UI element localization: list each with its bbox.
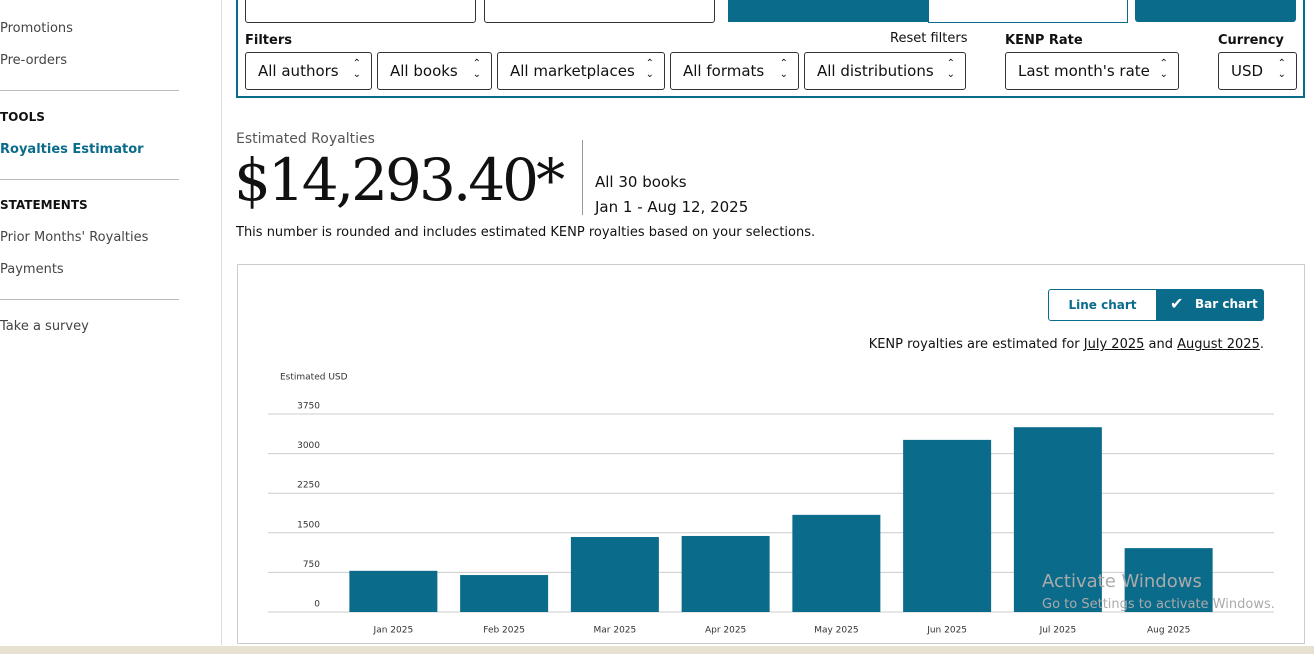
bar: [460, 575, 549, 612]
text: and: [1148, 337, 1173, 352]
section-title: STATEMENTS: [0, 198, 88, 212]
x-tick-label: Apr 2025: [705, 626, 746, 636]
watermark-text: Go to Settings to activate Windows.: [1042, 597, 1275, 612]
button[interactable]: [928, 0, 1128, 23]
chart-panel: [237, 264, 1305, 644]
summary-range: Jan 1 - Aug 12, 2025: [595, 198, 749, 216]
summary-amount: $14,293.40*: [234, 146, 565, 214]
x-tick-label: Jan 2025: [373, 626, 414, 636]
currency-label: Currency: [1218, 33, 1284, 48]
button[interactable]: [1135, 0, 1296, 22]
y-tick-label: 0: [314, 600, 320, 610]
button[interactable]: [728, 0, 928, 22]
reset-filters[interactable]: Reset filters: [890, 31, 968, 46]
dropdown[interactable]: All marketplaces: [497, 52, 665, 90]
y-tick-label: 2250: [297, 481, 320, 491]
watermark-title: Activate Windows: [1042, 571, 1202, 592]
link[interactable]: July 2025: [1083, 337, 1145, 352]
y-tick-label: 3750: [297, 402, 320, 412]
y-tick-label: 1500: [297, 520, 320, 530]
x-tick-label: Jul 2025: [1039, 626, 1077, 636]
text: .: [1259, 337, 1264, 352]
y-tick-label: 750: [303, 560, 320, 570]
dropdown[interactable]: All distributions: [804, 52, 966, 90]
taskbar: [0, 646, 1314, 654]
input[interactable]: [484, 0, 715, 23]
section-title: TOOLS: [0, 110, 45, 124]
kenp-note: KENP royalties are estimated for July 20…: [869, 337, 1264, 352]
divider: [0, 299, 179, 300]
nav-link[interactable]: Payments: [0, 262, 64, 277]
y-tick-label: 3000: [297, 441, 320, 451]
bar: [1013, 427, 1102, 612]
check-icon: ✔: [1170, 294, 1184, 313]
x-tick-label: May 2025: [814, 626, 858, 636]
dropdown[interactable]: USD: [1218, 52, 1297, 90]
x-tick-label: Jun 2025: [926, 626, 967, 636]
bar-chart-button[interactable]: ✔ Bar chart: [1156, 289, 1264, 321]
bar: [1124, 548, 1213, 612]
separator: [582, 140, 583, 215]
dropdown[interactable]: All authors: [245, 52, 372, 90]
summary-books: All 30 books: [595, 173, 687, 191]
bar: [792, 514, 881, 612]
x-tick-label: Aug 2025: [1147, 626, 1190, 636]
y-axis-label: Estimated USD: [280, 373, 348, 383]
divider: [0, 90, 179, 91]
x-tick-label: Feb 2025: [483, 626, 525, 636]
summary-label: Estimated Royalties: [236, 131, 375, 147]
filter-panel: [236, 0, 1305, 98]
filters-label: Filters: [245, 33, 292, 48]
nav-link[interactable]: Pre-orders: [0, 53, 68, 68]
summary-note: This number is rounded and includes esti…: [236, 225, 816, 240]
nav-link[interactable]: Prior Months' Royalties: [0, 230, 149, 245]
button-label: Bar chart: [1195, 297, 1258, 311]
kenp-label: KENP Rate: [1005, 33, 1083, 48]
bar: [903, 439, 992, 612]
bar: [681, 535, 770, 612]
nav-link[interactable]: Royalties Estimator: [0, 142, 144, 157]
bar: [570, 537, 659, 612]
link[interactable]: August 2025: [1177, 337, 1260, 352]
text: KENP royalties are estimated for: [868, 337, 1080, 352]
x-tick-label: Mar 2025: [594, 626, 637, 636]
bar: [349, 570, 438, 612]
nav-link[interactable]: Promotions: [0, 21, 73, 36]
sidebar-border: [221, 0, 222, 645]
dropdown[interactable]: Last month's rate: [1005, 52, 1179, 90]
nav-link[interactable]: Take a survey: [0, 319, 89, 334]
divider: [0, 179, 179, 180]
dropdown[interactable]: All books: [377, 52, 492, 90]
dropdown[interactable]: All formats: [670, 52, 799, 90]
input[interactable]: [245, 0, 476, 23]
